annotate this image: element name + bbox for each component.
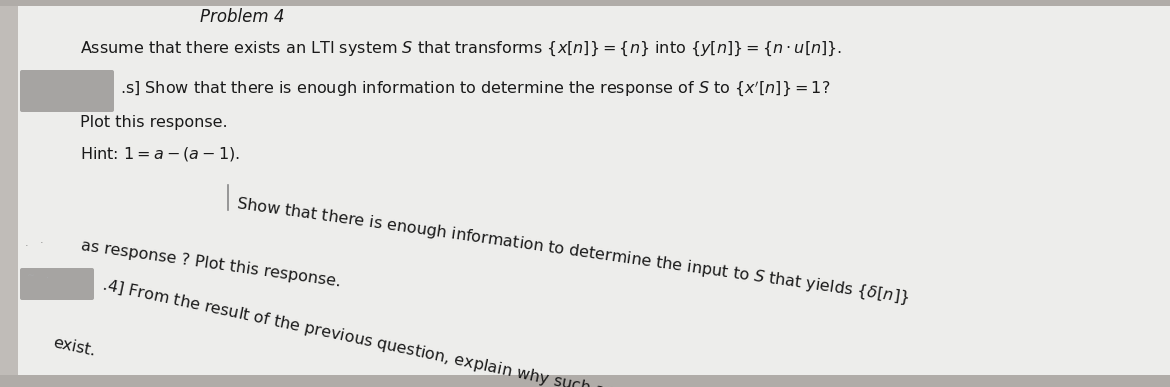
Text: Plot this response.: Plot this response. xyxy=(80,115,228,130)
Text: Show that there is enough information to determine the input to $S$ that yields : Show that there is enough information to… xyxy=(235,195,910,308)
Text: .4] From the result of the previous question, explain why such an LTI system $S$: .4] From the result of the previous ques… xyxy=(99,275,780,387)
FancyBboxPatch shape xyxy=(20,268,94,300)
FancyBboxPatch shape xyxy=(20,70,113,112)
Text: Hint: $1 = a - (a-1)$.: Hint: $1 = a - (a-1)$. xyxy=(80,145,240,163)
Text: .: . xyxy=(40,235,43,245)
Text: .: . xyxy=(25,238,28,248)
Text: as response ? Plot this response.: as response ? Plot this response. xyxy=(80,238,342,289)
Text: Problem 4: Problem 4 xyxy=(200,8,284,26)
Text: $\cdot$: $\cdot$ xyxy=(44,272,49,282)
Text: exist.: exist. xyxy=(51,335,97,359)
Text: $\sim$: $\sim$ xyxy=(25,268,36,278)
Text: Assume that there exists an LTI system $S$ that transforms $\{x[n]\} = \{n\}$ in: Assume that there exists an LTI system $… xyxy=(80,40,842,58)
Bar xyxy=(0,0,1170,6)
Bar xyxy=(0,375,1170,387)
Bar xyxy=(0,0,18,387)
Text: .s] Show that there is enough information to determine the response of $S$ to $\: .s] Show that there is enough informatio… xyxy=(121,78,831,98)
